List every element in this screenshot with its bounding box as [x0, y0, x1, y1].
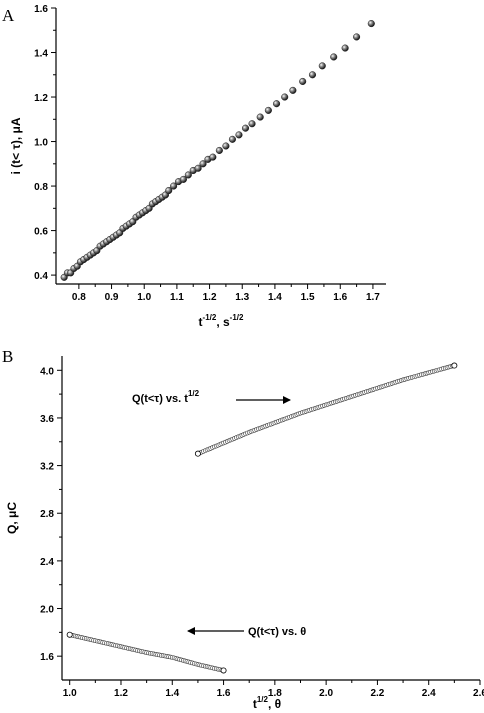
x-tick-label: 2.4	[422, 688, 436, 699]
y-tick-label: 0.4	[34, 271, 48, 282]
x-tick-label: 2.0	[319, 688, 333, 699]
chart-a: A 0.8 0.9 1.0 1.1 1.2 1.3 1.4 1.5 1.6 1.7 0.40.60…	[2, 4, 386, 329]
x-tick-label: 1.4	[268, 292, 282, 303]
y-tick-label: 2.8	[40, 509, 54, 520]
data-point	[367, 20, 375, 28]
data-point	[318, 62, 326, 70]
x-tick-label: 1.3	[235, 292, 249, 303]
y-tick-label: 0.8	[34, 182, 48, 193]
x-tick-label: 1.5	[301, 292, 315, 303]
x-tick-label: 1.6	[217, 688, 231, 699]
series-endpoint	[220, 667, 227, 674]
y-tick-label: 4.0	[40, 366, 54, 377]
data-point	[241, 124, 250, 132]
y-tick-label: 1.2	[34, 93, 48, 104]
chart-b-x-title-sup: 1/2	[257, 695, 269, 704]
chart-a-x-title-base: t	[199, 315, 203, 329]
series-1-band	[197, 363, 455, 456]
data-point	[179, 175, 187, 183]
y-tick-label: 2.4	[40, 557, 54, 568]
data-point	[184, 171, 192, 179]
annotation-upper: Q(t<τ) vs. t1/2	[132, 389, 200, 405]
data-point	[235, 131, 243, 139]
series-endpoint	[451, 362, 458, 369]
y-tick-label: 1.4	[34, 49, 48, 60]
data-point	[256, 113, 264, 121]
chart-a-y-title: i (t< τ), μA	[9, 117, 23, 174]
y-tick-label: 1.0	[34, 138, 48, 149]
data-point	[264, 106, 272, 114]
chart-b-x-title-base: t	[253, 697, 257, 711]
data-point	[199, 160, 207, 168]
data-point	[248, 120, 256, 128]
x-tick-label: 1.0	[137, 292, 151, 303]
y-tick-label: 1.6	[34, 4, 48, 15]
chart-b-y-title: Q, μC	[5, 502, 19, 534]
data-point	[341, 44, 349, 52]
data-point	[272, 100, 281, 108]
x-tick-label: 1.8	[268, 688, 282, 699]
data-point	[281, 93, 289, 101]
data-point	[299, 77, 307, 86]
y-tick-label: 1.6	[40, 652, 54, 663]
data-point	[330, 53, 338, 61]
x-tick-label: 2.6	[473, 688, 484, 699]
chart-a-x-title-sup2: -1/2	[230, 313, 244, 322]
chart-a-x-title: t-1/2, s-1/2	[199, 313, 244, 329]
panel-a-letter: A	[2, 6, 15, 25]
chart-b-yticks: 1.6 2.0 2.4 2.8 3.2 3.6 4.0	[40, 366, 62, 663]
x-tick-label: 0.9	[105, 292, 119, 303]
chart-a-x-title-rest: , s	[216, 315, 230, 329]
data-point	[228, 135, 236, 143]
data-point	[170, 182, 178, 190]
x-tick-label: 1.6	[333, 292, 347, 303]
annotation-upper-sup: 1/2	[188, 389, 200, 398]
series-endpoint	[194, 450, 201, 457]
data-point	[194, 164, 202, 172]
chart-b-xticks: 1.0 1.2 1.4 1.6 1.8 2.0 2.2 2.4 2.6	[63, 680, 484, 699]
data-point	[215, 146, 223, 155]
panel-b-letter: B	[2, 347, 13, 366]
data-point	[353, 33, 361, 41]
data-point	[165, 186, 173, 195]
x-tick-label: 0.8	[72, 292, 86, 303]
y-tick-label: 0.6	[34, 227, 48, 238]
chart-b: B 1.0 1.2 1.4 1.6 1.8 2.0 2.2 2.4 2.6 1.6 2.0 2.4 2…	[2, 347, 484, 711]
x-tick-label: 1.1	[170, 292, 184, 303]
annotation-lower: Q(t<τ) vs. θ	[248, 626, 306, 638]
chart-a-marks	[60, 20, 375, 281]
series-endpoint	[66, 631, 73, 638]
chart-b-x-title-rest: , θ	[268, 697, 281, 711]
chart-a-xticks: 0.8 0.9 1.0 1.1 1.2 1.3 1.4 1.5 1.6 1.7	[72, 284, 380, 303]
y-tick-label: 3.2	[40, 462, 54, 473]
chart-b-x-title: t1/2, θ	[253, 695, 281, 711]
chart-a-x-title-sup: -1/2	[203, 313, 217, 322]
x-tick-label: 1.2	[114, 688, 128, 699]
x-tick-label: 1.4	[165, 688, 179, 699]
data-point	[222, 142, 230, 150]
data-point	[209, 153, 217, 161]
x-tick-label: 2.2	[370, 688, 384, 699]
chart-a-yticks: 0.4 0.6 0.8 1.0 1.2 1.4 1.6	[34, 4, 56, 282]
annotation-upper-text: Q(t<τ) vs. t	[132, 393, 188, 405]
data-point	[289, 86, 297, 94]
x-tick-label: 1.0	[63, 688, 77, 699]
data-point	[308, 71, 317, 79]
y-tick-label: 2.0	[40, 605, 54, 616]
y-tick-label: 3.6	[40, 414, 54, 425]
x-tick-label: 1.2	[203, 292, 217, 303]
chart-b-marks	[66, 362, 458, 674]
x-tick-label: 1.7	[366, 292, 380, 303]
